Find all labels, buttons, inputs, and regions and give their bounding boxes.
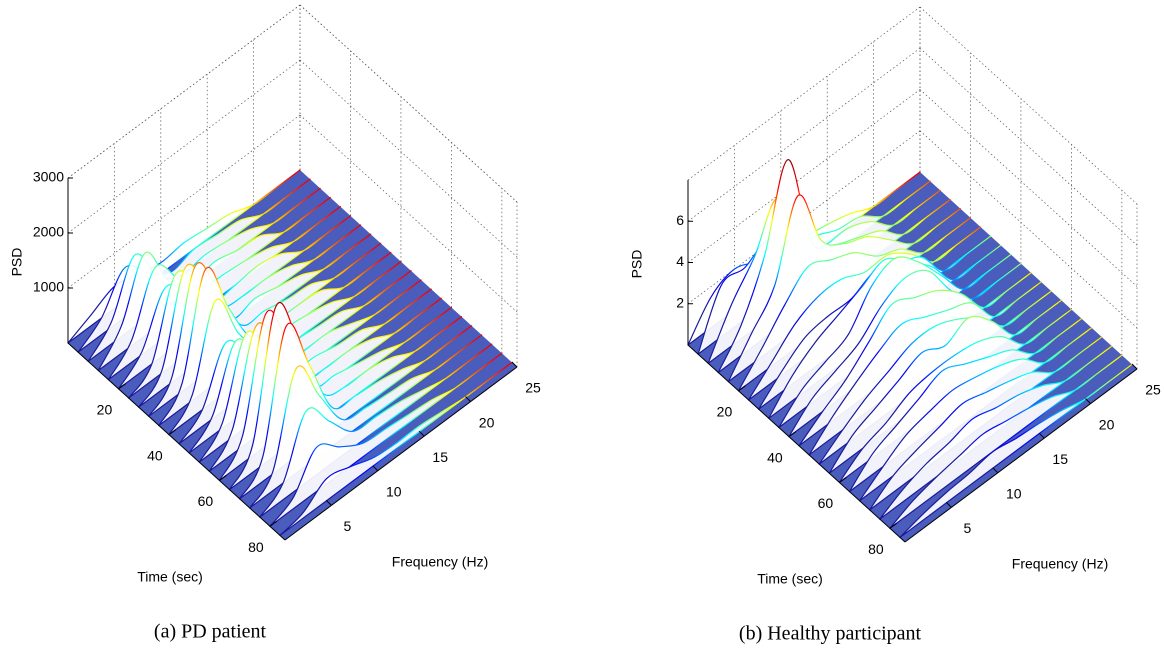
x-tick xyxy=(1085,398,1091,404)
y-tick-label: 20 xyxy=(97,402,113,418)
caption: (a) PD patient xyxy=(154,621,267,643)
y-tick xyxy=(168,429,177,436)
x-tick xyxy=(946,502,952,508)
grid-line xyxy=(299,114,518,313)
surface-row xyxy=(848,318,1083,493)
x-tick xyxy=(418,430,425,437)
y-tick-label: 60 xyxy=(818,495,834,511)
y-tick-label: 80 xyxy=(868,541,884,557)
x-tick xyxy=(465,396,471,402)
surface-row xyxy=(279,361,513,537)
grid-line xyxy=(919,89,1138,287)
y-axis-label: Time (sec) xyxy=(137,569,203,585)
x-tick-label: 25 xyxy=(1145,382,1161,398)
grid-line xyxy=(67,114,301,289)
x-tick-label: 10 xyxy=(1006,486,1022,502)
surface-row xyxy=(889,354,1123,529)
x-tick xyxy=(511,361,518,368)
wall-edge xyxy=(919,6,1138,205)
z-axis-label: PSD xyxy=(629,250,645,279)
z-tick-label: 6 xyxy=(676,212,684,228)
y-tick xyxy=(839,477,847,483)
y-tick-label: 60 xyxy=(198,493,214,509)
y-tick xyxy=(118,383,126,390)
x-tick-label: 15 xyxy=(1052,451,1068,467)
x-tick-label: 15 xyxy=(432,449,448,465)
surface-row xyxy=(77,178,311,353)
x-tick-label: 5 xyxy=(344,518,352,534)
x-axis-label: Frequency (Hz) xyxy=(392,554,488,570)
z-tick-label: 2 xyxy=(676,294,684,310)
y-tick xyxy=(738,385,746,392)
grid-line xyxy=(919,130,1138,329)
surface-row xyxy=(808,281,1042,456)
wall-edge xyxy=(687,6,921,181)
grid-line xyxy=(919,47,1138,246)
z-tick-label: 3000 xyxy=(33,169,64,185)
surface-row xyxy=(87,187,321,362)
surface-row xyxy=(879,345,1113,520)
y-tick xyxy=(219,475,227,481)
grid-line xyxy=(299,4,518,203)
grid-line xyxy=(687,47,921,222)
z-tick-label: 2000 xyxy=(33,224,64,240)
x-tick-label: 10 xyxy=(386,484,402,500)
surface-row xyxy=(899,363,1133,539)
x-axis xyxy=(284,366,518,541)
x-tick-label: 5 xyxy=(964,520,972,536)
y-tick-label: 80 xyxy=(248,539,264,555)
y-tick xyxy=(889,522,898,529)
y-tick-label: 40 xyxy=(147,447,163,463)
y-axis xyxy=(67,342,286,541)
z-tick-label: 4 xyxy=(676,253,684,269)
grid-line xyxy=(67,59,301,234)
x-axis-label: Frequency (Hz) xyxy=(1012,556,1108,572)
grid-line xyxy=(687,89,921,263)
x-tick xyxy=(372,465,379,472)
grid-line xyxy=(67,4,301,179)
x-tick xyxy=(992,467,999,474)
grid-line xyxy=(299,59,518,258)
y-tick xyxy=(788,431,797,438)
z-axis-label: PSD xyxy=(9,248,25,277)
x-tick-label: 20 xyxy=(479,414,495,430)
y-tick-label: 40 xyxy=(767,449,783,465)
z-tick-label: 1000 xyxy=(33,279,64,295)
x-tick-label: 20 xyxy=(1099,416,1115,432)
x-axis xyxy=(904,368,1138,543)
x-tick xyxy=(1038,432,1045,439)
x-tick xyxy=(326,500,332,506)
surface-row xyxy=(838,308,1072,484)
y-tick xyxy=(269,520,278,527)
x-tick xyxy=(1131,363,1138,370)
y-axis-label: Time (sec) xyxy=(757,571,823,587)
x-tick-label: 25 xyxy=(525,380,541,396)
surface-row xyxy=(747,226,982,401)
y-tick-label: 20 xyxy=(717,404,733,420)
caption: (b) Healthy participant xyxy=(739,623,922,645)
y-axis xyxy=(687,344,906,543)
